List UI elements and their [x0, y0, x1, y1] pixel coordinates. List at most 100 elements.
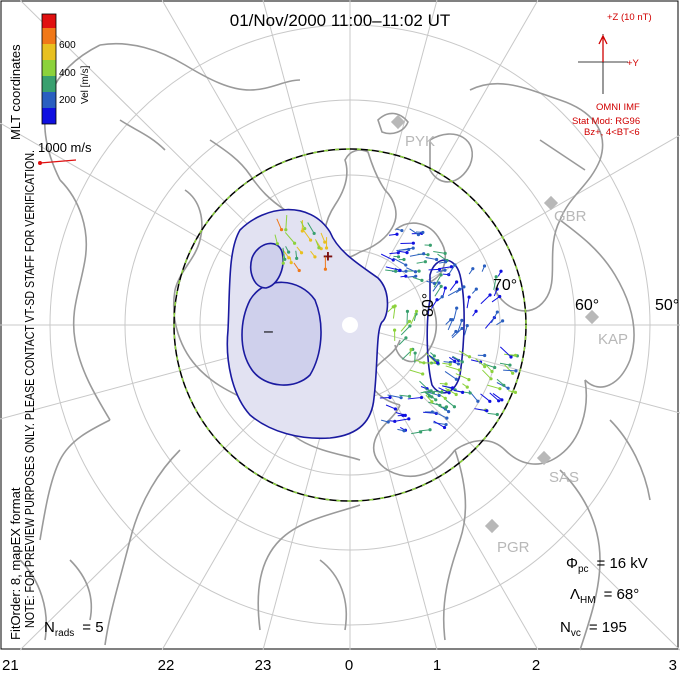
velocity-vector [468, 268, 474, 275]
velocity-vector [411, 431, 421, 435]
colorbar-swatch [42, 14, 56, 28]
lambda-hm-stat: ΛHM = 68° [570, 586, 639, 606]
velocity-vector [499, 362, 511, 366]
velocity-vector [300, 220, 306, 229]
imf-indicator: +Z (10 nT) +Y OMNI IMF Stat Mod: RG96 Bz… [572, 12, 652, 138]
velocity-vector [409, 369, 423, 375]
velocity-vector [487, 412, 498, 415]
velocity-vector [455, 373, 470, 381]
velocity-vector [398, 250, 408, 254]
velocity-vector [276, 218, 282, 230]
velocity-vector [447, 319, 454, 331]
velocity-vector [315, 240, 320, 248]
site-pgr: PGR [484, 518, 530, 556]
velocity-vector [380, 419, 389, 423]
velocity-vector [395, 418, 409, 422]
velocity-vector [439, 266, 452, 270]
velocity-vector [493, 276, 497, 290]
velocity-vector [409, 253, 424, 257]
velocity-vector [437, 253, 448, 261]
velocity-vector [452, 355, 463, 363]
velocity-vector [410, 311, 418, 325]
velocity-vector [492, 393, 503, 401]
velocity-vector [413, 313, 417, 322]
colorbar-swatch [42, 44, 56, 60]
site-gbr: GBR [543, 195, 587, 225]
velocity-vector [423, 390, 430, 397]
site-kap: KAP [584, 309, 628, 348]
velocity-vector [458, 350, 470, 358]
velocity-vector [387, 306, 394, 313]
velocity-vector [453, 307, 458, 320]
vector-origin [411, 246, 415, 250]
site-label-gbr: GBR [554, 208, 587, 225]
velocity-vector [439, 261, 446, 264]
velocity-vector [489, 392, 499, 402]
hm-boundary-dash [173, 148, 527, 502]
potential-cell-small [250, 242, 284, 289]
velocity-vector [436, 403, 446, 410]
lat-label-80: 80° [420, 293, 437, 317]
velocity-vector [274, 234, 278, 244]
velocity-vector [441, 407, 449, 413]
imf-source: OMNI IMF [596, 102, 640, 113]
velocity-vector [425, 256, 437, 260]
velocity-vector [385, 404, 396, 410]
velocity-colorbar: 600 400 200 Vel [m/s] [41, 13, 91, 125]
potential-cell-inner [241, 281, 322, 386]
velocity-vector [508, 390, 516, 393]
colorbar-swatch [42, 28, 56, 44]
lat-label-60: 60° [575, 297, 599, 314]
velocity-vector [447, 264, 456, 276]
velocity-vector [433, 390, 442, 393]
colorbar-label: Vel [m/s] [80, 65, 91, 104]
mlt-coordinates-label: MLT coordinates [8, 44, 23, 140]
velocity-vector [449, 356, 456, 362]
velocity-vector [444, 371, 457, 380]
velocity-vector [296, 246, 302, 254]
velocity-vector [484, 362, 493, 372]
velocity-vector [433, 422, 447, 426]
mlt-label-1: 1 [433, 657, 441, 674]
velocity-vector [414, 359, 425, 364]
potential-min-sign: – [264, 323, 273, 340]
nvc-stat: Nvc = 195 [560, 619, 627, 639]
velocity-vector [480, 294, 491, 305]
colorbar-swatch [42, 92, 56, 108]
velocity-vector [437, 296, 443, 301]
mlt-label-23: 23 [255, 657, 272, 674]
velocity-vector [504, 353, 516, 356]
velocity-vector [445, 319, 452, 325]
velocity-vector [442, 362, 451, 365]
velocity-vector [320, 232, 326, 243]
velocity-vector [464, 325, 468, 336]
lat-label-70: 70° [493, 277, 517, 294]
stat-model: Stat Mod: RG96 [572, 116, 640, 127]
site-pyk: PYK [390, 114, 435, 150]
velocity-vector [499, 346, 512, 358]
velocity-vectors [274, 215, 519, 435]
velocity-vector [430, 352, 435, 357]
mlt-axis: 21 22 23 0 1 2 3 [2, 657, 677, 674]
potential-max-sign: + [323, 247, 333, 266]
site-sas: SAS [536, 450, 579, 486]
site-label-pyk: PYK [405, 133, 435, 150]
site-label-pgr: PGR [497, 539, 530, 556]
velocity-vector [503, 369, 516, 372]
velocity-vector [475, 358, 486, 368]
velocity-vector [397, 428, 405, 432]
velocity-vector [451, 356, 459, 361]
velocity-vector [423, 411, 437, 414]
velocity-vector [487, 384, 501, 390]
velocity-vector [445, 399, 455, 408]
velocity-vector [307, 222, 315, 234]
preview-note: NOTE: FOR PREVIEW PURPOSES ONLY. PLEASE … [22, 150, 37, 628]
velocity-vector [396, 228, 403, 232]
velocity-vector [445, 365, 460, 371]
velocity-ref-label: 1000 m/s [38, 140, 92, 155]
velocity-vector [389, 420, 395, 422]
velocity-vector [438, 387, 450, 394]
velocity-vector [407, 275, 416, 278]
imf-condition: Bz+, 4<BT<6 [584, 127, 640, 138]
